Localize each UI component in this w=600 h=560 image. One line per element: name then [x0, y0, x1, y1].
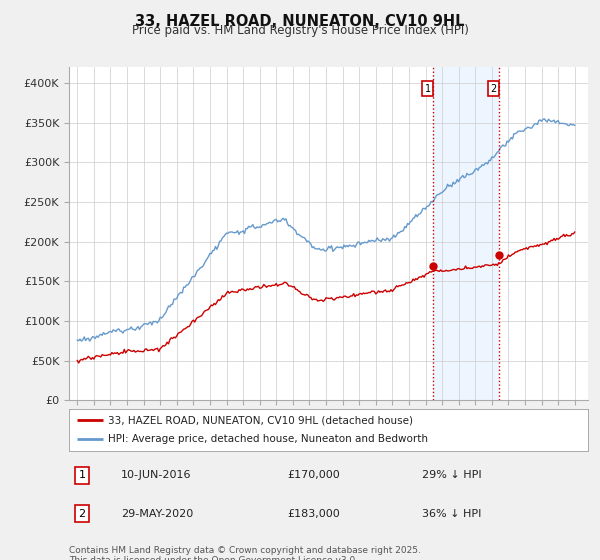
Text: HPI: Average price, detached house, Nuneaton and Bedworth: HPI: Average price, detached house, Nune…: [108, 435, 428, 445]
Text: 10-JUN-2016: 10-JUN-2016: [121, 470, 191, 480]
Text: 2: 2: [79, 508, 86, 519]
Text: 1: 1: [79, 470, 85, 480]
Text: 29-MAY-2020: 29-MAY-2020: [121, 508, 193, 519]
Text: 2: 2: [491, 84, 497, 94]
Text: 33, HAZEL ROAD, NUNEATON, CV10 9HL (detached house): 33, HAZEL ROAD, NUNEATON, CV10 9HL (deta…: [108, 415, 413, 425]
Text: 29% ↓ HPI: 29% ↓ HPI: [422, 470, 482, 480]
Text: £183,000: £183,000: [287, 508, 340, 519]
Bar: [433, 67, 499, 400]
Text: Price paid vs. HM Land Registry's House Price Index (HPI): Price paid vs. HM Land Registry's House …: [131, 24, 469, 37]
Text: Contains HM Land Registry data © Crown copyright and database right 2025.
This d: Contains HM Land Registry data © Crown c…: [69, 546, 421, 560]
Text: £170,000: £170,000: [287, 470, 340, 480]
Text: 1: 1: [425, 84, 431, 94]
Text: 36% ↓ HPI: 36% ↓ HPI: [422, 508, 481, 519]
Text: 33, HAZEL ROAD, NUNEATON, CV10 9HL: 33, HAZEL ROAD, NUNEATON, CV10 9HL: [135, 14, 465, 29]
